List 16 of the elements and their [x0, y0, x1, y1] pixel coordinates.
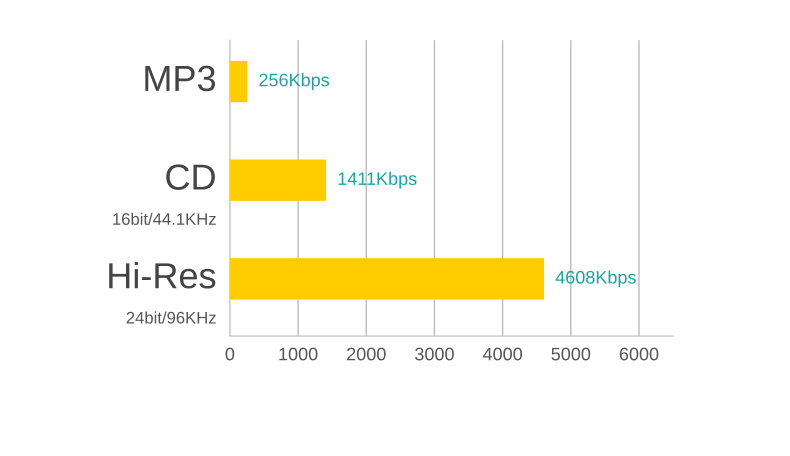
data-label: 256Kbps: [259, 73, 330, 90]
data-label: 4608Kbps: [556, 270, 636, 288]
y-tick-label: MP3: [145, 66, 216, 92]
bar: [230, 159, 326, 201]
data-label: 1411Kbps: [338, 172, 417, 189]
x-tick-label: 1000: [279, 348, 318, 360]
x-tick-label: 6000: [620, 348, 658, 360]
x-tick-label: 5000: [551, 348, 590, 360]
y-tick-label: CD 16bit/44.1KHz: [113, 164, 216, 225]
y-tick-label: Hi-Res 24bit/96KHz: [109, 262, 216, 324]
x-tick-label: 0: [226, 348, 234, 360]
bar: [230, 258, 544, 300]
x-tick-label: 4000: [482, 348, 522, 360]
x-tick-label: 2000: [347, 348, 386, 360]
x-tick-label: 3000: [415, 348, 454, 360]
bar: [230, 60, 248, 102]
